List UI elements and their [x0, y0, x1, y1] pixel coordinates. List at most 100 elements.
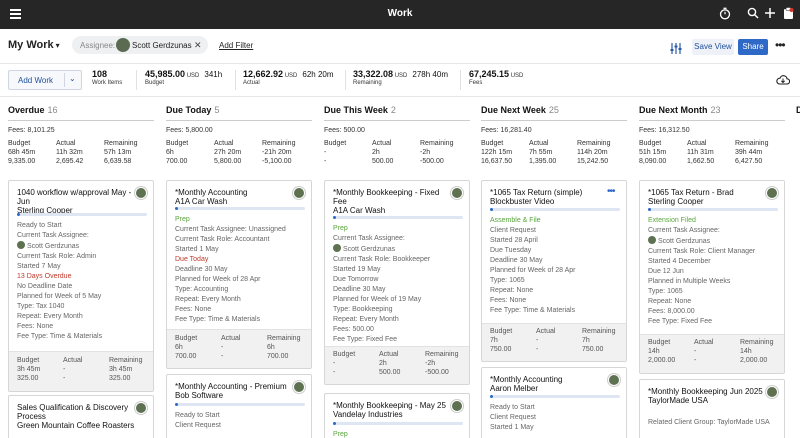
card-title: *1065 Tax Return (simple) Blockbuster Vi…	[490, 188, 583, 206]
assignee-filter-chip[interactable]: Assignee: Scott Gerdzunas ✕	[72, 36, 208, 54]
avatar	[293, 381, 305, 393]
card-title: *1065 Tax Return - Brad Sterling Cooper	[648, 188, 734, 206]
avatar	[648, 236, 656, 244]
column-totals: Budget Actual Remaining 68h 45m 11h 32m 57h …	[8, 140, 138, 165]
more-options-icon[interactable]: •••	[775, 38, 786, 52]
column-totals: Budget Actual Remaining 122h 15m 7h 55m 114h…	[481, 140, 611, 165]
avatar	[293, 187, 305, 199]
page-title[interactable]: My Work ▾	[8, 39, 60, 51]
top-bar: Work	[0, 0, 800, 29]
work-card[interactable]: *1065 Tax Return - Brad Sterling Cooper …	[639, 180, 785, 374]
avatar	[116, 38, 130, 52]
progress-bar	[333, 216, 463, 219]
stat-work-items: 108 Work Items	[92, 69, 123, 86]
more-options-icon[interactable]: •••	[607, 186, 615, 197]
add-icon[interactable]	[763, 7, 777, 21]
progress-fill	[490, 208, 493, 211]
avatar	[451, 187, 463, 199]
add-filter-link[interactable]: Add Filter	[219, 41, 254, 50]
card-footer: Budget Actual Remaining 14h -14h 2,000.00-2…	[640, 334, 784, 373]
column-due-today: Due Today 5 Fees: 5,800.00 Budget Actual Re…	[166, 97, 318, 438]
chevron-down-icon: ▾	[55, 41, 60, 50]
chevron-down-icon[interactable]: ⌄	[69, 74, 76, 83]
save-view-button[interactable]: Save View	[692, 39, 734, 55]
summary-bar: Add Work ⌄ 108 Work Items 45,985.00 USD …	[0, 63, 800, 96]
column-due-next-week: Due Next Week 25 Fees: 16,281.40 Budget Ac…	[481, 97, 633, 438]
progress-bar	[333, 422, 463, 425]
avatar	[766, 187, 778, 199]
avatar	[608, 374, 620, 386]
work-card[interactable]: *Monthly Accounting A1A Car Wash Prep Cu…	[166, 180, 312, 369]
progress-bar	[17, 213, 147, 216]
avatar	[135, 187, 147, 199]
column-next-clipped: D	[796, 105, 800, 115]
share-button[interactable]: Share	[738, 39, 768, 55]
stat-remaining: 33,322.08 USD 278h 40m Remaining	[353, 69, 448, 86]
card-title: Sales Qualification & Discovery Process …	[17, 403, 135, 430]
progress-fill	[175, 207, 178, 210]
column-fees: Fees: 16,281.40	[481, 127, 532, 134]
card-footer: Budget Actual Remaining 3h 45m -3h 45m 325.…	[9, 351, 153, 391]
column-header[interactable]: Due Today 5	[166, 105, 220, 115]
add-work-button[interactable]: Add Work ⌄	[8, 70, 82, 90]
work-card[interactable]: *1065 Tax Return (simple) Blockbuster Vi…	[481, 180, 627, 362]
timer-icon[interactable]	[718, 7, 732, 21]
progress-fill	[17, 213, 20, 216]
column-header[interactable]: Due This Week 2	[324, 105, 396, 115]
progress-fill	[333, 216, 336, 219]
filter-label: Assignee:	[80, 41, 116, 50]
card-footer: Budget Actual Remaining 7h -7h 750.00-750.0…	[482, 323, 626, 361]
search-icon[interactable]	[746, 7, 760, 21]
page-header: My Work ▾ Assignee: Scott Gerdzunas ✕ Add…	[0, 29, 800, 63]
avatar	[17, 241, 25, 249]
column-totals: Budget Actual Remaining 6h 27h 20m -21h 20m …	[166, 140, 296, 165]
card-title: *Monthly Bookkeeping - Fixed Fee A1A Car…	[333, 188, 440, 215]
work-card[interactable]: *Monthly Bookkeeping - Fixed Fee A1A Car…	[324, 180, 470, 385]
column-fees: Fees: 8,101.25	[8, 127, 55, 134]
progress-bar	[490, 208, 620, 211]
progress-fill	[648, 208, 651, 211]
column-header[interactable]: Due Next Month 23	[639, 105, 721, 115]
work-card[interactable]: *Monthly Accounting Aaron Melber Ready t…	[481, 367, 627, 438]
stat-budget: 45,985.00 USD 341h Budget	[145, 69, 223, 86]
work-card[interactable]: 1040 workflow w/approval May - Jun Sterl…	[8, 180, 154, 392]
column-totals: Budget Actual Remaining 51h 15m 11h 31m 39h …	[639, 140, 769, 165]
progress-bar	[490, 395, 620, 398]
card-footer: Budget Actual Remaining -2h -2h -500.00 -500…	[325, 346, 469, 384]
card-title: *Monthly Bookkeeping Jun 2025 TaylorMade…	[648, 387, 763, 405]
kanban-board: Overdue 16 Fees: 8,101.25 Budget Actual Rem…	[0, 96, 800, 438]
column-fees: Fees: 5,800.00	[166, 127, 213, 134]
app-title: Work	[387, 8, 413, 19]
column-fees: Fees: 500.00	[324, 127, 365, 134]
work-card[interactable]: *Monthly Accounting - Premium Bob Softwa…	[166, 374, 312, 438]
notifications-icon[interactable]	[781, 7, 795, 21]
progress-bar	[175, 207, 305, 210]
work-card[interactable]: *Monthly Bookkeeping - May 25 Vandelay I…	[324, 393, 470, 438]
column-due-this-week: Due This Week 2 Fees: 500.00 Budget Actual…	[324, 97, 476, 438]
column-header[interactable]: Due Next Week 25	[481, 105, 559, 115]
card-title: *Monthly Bookkeeping - May 25 Vandelay I…	[333, 401, 446, 419]
hamburger-menu-icon[interactable]	[10, 9, 21, 19]
work-card[interactable]: Sales Qualification & Discovery Process …	[8, 395, 154, 438]
avatar	[451, 400, 463, 412]
card-title: *Monthly Accounting - Premium Bob Softwa…	[175, 382, 287, 400]
card-title: *Monthly Accounting A1A Car Wash	[175, 188, 248, 206]
column-overdue: Overdue 16 Fees: 8,101.25 Budget Actual Rem…	[8, 97, 160, 438]
close-icon[interactable]: ✕	[194, 40, 202, 50]
avatar	[135, 402, 147, 414]
avatar	[766, 386, 778, 398]
filter-value: Scott Gerdzunas	[132, 41, 192, 50]
column-totals: Budget Actual Remaining -2h -2h -500.00 -500…	[324, 140, 454, 165]
progress-bar	[175, 403, 305, 406]
column-header[interactable]: Overdue 16	[8, 105, 58, 115]
work-card[interactable]: *Monthly Bookkeeping Jun 2025 TaylorMade…	[639, 379, 785, 438]
settings-sliders-icon[interactable]	[670, 41, 682, 54]
stat-actual: 12,662.92 USD 62h 20m Actual	[243, 69, 334, 86]
column-due-next-month: Due Next Month 23 Fees: 16,312.50 Budget A…	[639, 97, 791, 438]
column-fees: Fees: 16,312.50	[639, 127, 690, 134]
card-title: *Monthly Accounting Aaron Melber	[490, 375, 563, 393]
card-title: 1040 workflow w/approval May - Jun Sterl…	[17, 188, 132, 215]
cloud-sync-icon[interactable]	[776, 74, 791, 88]
avatar	[333, 244, 341, 252]
stat-fees: 67,245.15 USD Fees	[469, 69, 524, 86]
